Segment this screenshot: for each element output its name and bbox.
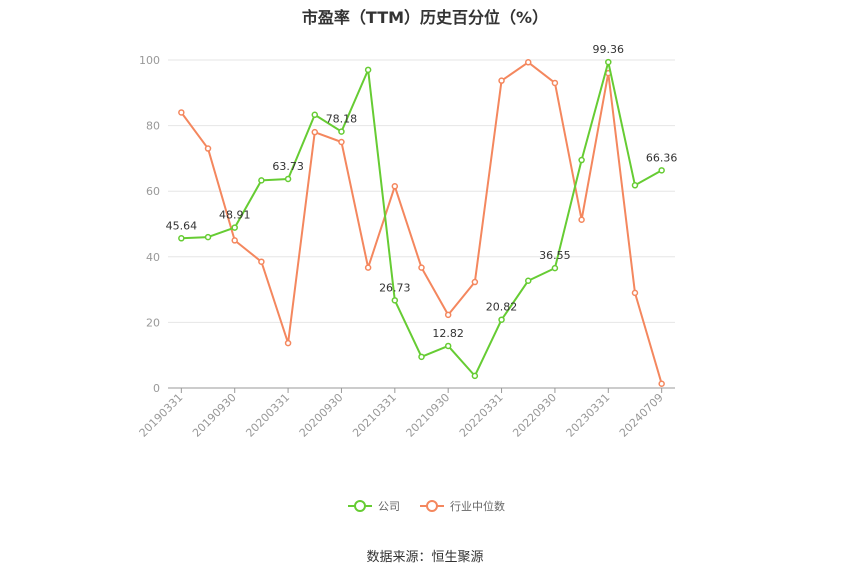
x-tick-label: 20210930 [404,391,453,440]
data-point-company [471,372,479,380]
y-tick-label: 0 [153,382,160,395]
source-note: 数据来源：恒生聚源 [366,550,484,565]
data-label-company: 12.82 [432,327,464,340]
legend-label-industry-median: 行业中位数 [450,499,505,513]
data-point-industry-median [551,79,559,87]
y-tick-label: 20 [146,316,160,329]
data-point-industry-median [391,183,399,190]
legend-marker-company [354,500,366,512]
x-tick-label: 20230331 [564,391,613,440]
x-tick-label: 20190331 [137,391,186,440]
y-tick-label: 40 [146,251,160,264]
series-line-industry-median [180,61,663,385]
data-point-company [284,175,292,183]
data-label-company: 45.64 [166,219,198,232]
data-labels: 45.64 48.91 63.73 78.18 26.73 12.82 20.82 36.55… [166,43,678,340]
data-point-company [551,264,559,272]
data-point-industry-median [338,138,345,146]
data-point-company [311,111,319,119]
data-label-company: 36.55 [539,249,571,262]
x-tick-label: 20220930 [510,391,559,440]
data-point-industry-median [471,278,479,286]
data-point-industry-median [258,258,265,265]
x-tick-label: 20200930 [297,391,346,440]
data-point-company [418,353,425,361]
data-point-industry-median [364,264,372,271]
x-tick-label: 20220331 [457,391,506,440]
data-point-industry-median [524,59,532,66]
data-point-company [338,128,345,135]
y-tick-label: 80 [146,120,160,133]
series-line-company [181,61,663,377]
x-tick-label: 20200331 [243,391,292,440]
data-point-company [204,233,212,241]
data-point-industry-median [204,145,212,152]
x-tick-label: 20210331 [350,391,399,440]
data-point-industry-median [658,380,665,387]
data-point-industry-median [178,109,185,116]
data-label-company: 78.18 [326,113,358,126]
data-point-industry-median [418,264,425,271]
data-point-company [231,224,238,231]
data-label-company: 20.82 [486,301,518,314]
data-point-company [444,342,452,350]
legend-label-company: 公司 [378,500,400,513]
data-point-company [658,167,665,174]
chart-title: 市盈率（TTM）历史百分位（%） [301,8,549,27]
data-label-company: 66.36 [646,151,678,164]
data-point-industry-median [444,311,452,319]
data-label-company: 26.73 [379,281,411,294]
data-point-company [631,182,639,189]
data-point-industry-median [578,216,585,223]
y-tick-label: 100 [139,54,160,67]
legend: 公司 行业中位数 [348,499,505,513]
data-point-company [605,58,612,66]
data-point-industry-median [284,339,292,347]
data-point-company [578,156,585,164]
data-point-company [498,316,505,323]
data-point-company [364,66,372,74]
data-point-industry-median [311,128,319,136]
data-point-company [178,235,185,242]
data-point-company [258,177,265,184]
legend-marker-industry-median [426,500,438,512]
x-tick-label: 20190930 [190,391,239,440]
data-label-company: 99.36 [593,43,625,56]
data-point-industry-median [631,289,639,297]
data-point-company [391,297,399,304]
x-tick-label: 20240709 [617,391,666,440]
data-label-company: 48.91 [219,209,251,222]
data-point-industry-median [498,77,505,84]
series-layer [178,58,665,387]
data-point-industry-median [231,237,238,244]
data-point-company [524,277,532,284]
y-tick-label: 60 [146,185,160,198]
data-label-company: 63.73 [272,160,304,173]
